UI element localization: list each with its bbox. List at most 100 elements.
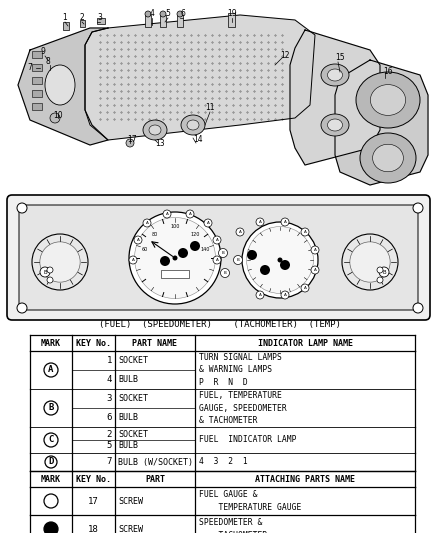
Circle shape bbox=[47, 267, 53, 273]
Polygon shape bbox=[85, 15, 315, 140]
Text: B: B bbox=[237, 258, 240, 262]
Text: A: A bbox=[145, 221, 148, 225]
Circle shape bbox=[40, 242, 80, 282]
Circle shape bbox=[186, 210, 194, 218]
Bar bbox=[228, 13, 235, 27]
Text: 100: 100 bbox=[170, 224, 180, 229]
Circle shape bbox=[377, 267, 383, 273]
Text: 80: 80 bbox=[152, 231, 158, 237]
Text: KEY No.: KEY No. bbox=[76, 474, 111, 483]
Text: 9: 9 bbox=[41, 47, 46, 56]
Circle shape bbox=[242, 222, 318, 298]
Circle shape bbox=[413, 303, 423, 313]
Text: FUEL GAUGE &
    TEMPERATURE GAUGE: FUEL GAUGE & TEMPERATURE GAUGE bbox=[199, 490, 301, 512]
Circle shape bbox=[160, 256, 170, 266]
Circle shape bbox=[50, 113, 60, 123]
Circle shape bbox=[134, 236, 142, 244]
Text: 1: 1 bbox=[63, 13, 67, 22]
Circle shape bbox=[163, 210, 171, 218]
Ellipse shape bbox=[371, 85, 406, 116]
Ellipse shape bbox=[373, 144, 403, 172]
FancyBboxPatch shape bbox=[161, 270, 189, 278]
Circle shape bbox=[173, 255, 177, 261]
Circle shape bbox=[45, 456, 57, 468]
Circle shape bbox=[44, 522, 58, 533]
Text: 16: 16 bbox=[383, 68, 393, 77]
Circle shape bbox=[377, 277, 383, 283]
Circle shape bbox=[350, 242, 390, 282]
Text: 11: 11 bbox=[205, 103, 215, 112]
Bar bbox=[160, 15, 166, 27]
Text: SCREW: SCREW bbox=[118, 497, 143, 505]
Text: MARK: MARK bbox=[41, 474, 61, 483]
Text: 8: 8 bbox=[46, 58, 50, 67]
Bar bbox=[32, 64, 42, 71]
Circle shape bbox=[32, 234, 88, 290]
Circle shape bbox=[213, 236, 221, 244]
Text: A: A bbox=[207, 221, 209, 225]
Text: KEY No.: KEY No. bbox=[76, 338, 111, 348]
Polygon shape bbox=[335, 60, 428, 185]
Text: 60: 60 bbox=[141, 247, 148, 253]
Polygon shape bbox=[290, 30, 380, 165]
Bar bbox=[80, 20, 85, 27]
Circle shape bbox=[281, 291, 289, 299]
Text: A: A bbox=[258, 293, 261, 297]
Text: BULB: BULB bbox=[118, 413, 138, 422]
Circle shape bbox=[260, 265, 270, 275]
Circle shape bbox=[342, 234, 398, 290]
Circle shape bbox=[145, 11, 151, 17]
Text: 5: 5 bbox=[166, 9, 170, 18]
Circle shape bbox=[160, 11, 166, 17]
Circle shape bbox=[233, 255, 243, 264]
Text: 4: 4 bbox=[149, 9, 155, 18]
Text: A: A bbox=[48, 366, 54, 375]
Text: INDICATOR LAMP NAME: INDICATOR LAMP NAME bbox=[258, 338, 353, 348]
Circle shape bbox=[247, 227, 314, 294]
Text: 14: 14 bbox=[193, 135, 203, 144]
Text: A: A bbox=[304, 286, 307, 290]
Text: B: B bbox=[382, 270, 386, 274]
Text: 120: 120 bbox=[191, 231, 200, 237]
Bar bbox=[32, 103, 42, 110]
Circle shape bbox=[40, 267, 50, 277]
Text: A: A bbox=[137, 238, 139, 242]
Text: A: A bbox=[166, 212, 169, 216]
Text: A: A bbox=[304, 230, 307, 234]
Text: BULB (W/SOCKET): BULB (W/SOCKET) bbox=[118, 457, 193, 466]
Text: 1: 1 bbox=[106, 356, 112, 365]
Text: 19: 19 bbox=[227, 9, 237, 18]
Ellipse shape bbox=[321, 64, 349, 86]
Ellipse shape bbox=[360, 133, 416, 183]
Circle shape bbox=[134, 217, 215, 298]
Text: 15: 15 bbox=[335, 53, 345, 62]
Circle shape bbox=[311, 266, 319, 274]
Bar bbox=[32, 51, 42, 58]
Text: A: A bbox=[314, 268, 316, 272]
Bar bbox=[97, 18, 105, 24]
Text: 4: 4 bbox=[106, 375, 112, 384]
Text: MARK: MARK bbox=[41, 338, 61, 348]
Text: (FUEL)  (SPEEDOMETER)    (TACHOMETER)  (TEMP): (FUEL) (SPEEDOMETER) (TACHOMETER) (TEMP) bbox=[99, 320, 341, 329]
Text: SOCKET: SOCKET bbox=[118, 356, 148, 365]
Text: C: C bbox=[48, 435, 54, 445]
Text: A: A bbox=[131, 258, 134, 262]
Text: D: D bbox=[48, 457, 54, 466]
Text: 6: 6 bbox=[180, 9, 185, 18]
Text: 10: 10 bbox=[53, 110, 63, 119]
Circle shape bbox=[247, 250, 257, 260]
Circle shape bbox=[256, 291, 264, 299]
Text: 140: 140 bbox=[201, 247, 210, 253]
Text: ATTACHING PARTS NAME: ATTACHING PARTS NAME bbox=[255, 474, 355, 483]
Circle shape bbox=[204, 219, 212, 227]
Circle shape bbox=[44, 401, 58, 415]
Text: 6: 6 bbox=[106, 413, 112, 422]
Text: 18: 18 bbox=[88, 524, 99, 533]
Circle shape bbox=[129, 256, 137, 264]
Text: B: B bbox=[223, 271, 226, 275]
Text: BULB: BULB bbox=[118, 375, 138, 384]
Ellipse shape bbox=[149, 125, 161, 135]
Circle shape bbox=[413, 203, 423, 213]
Text: 17: 17 bbox=[88, 497, 99, 505]
Ellipse shape bbox=[45, 65, 75, 105]
